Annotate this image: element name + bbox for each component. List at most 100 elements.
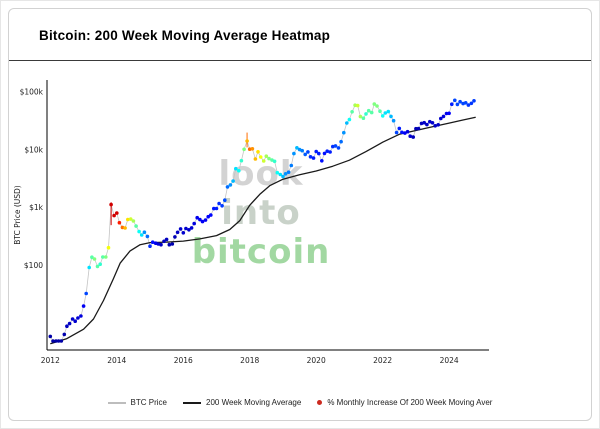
price-dot <box>386 109 391 114</box>
x-tick-label: 2022 <box>373 356 392 365</box>
price-dot <box>325 149 330 153</box>
price-dot <box>200 219 205 224</box>
price-dot <box>253 157 258 161</box>
price-dot <box>383 111 388 115</box>
price-dot <box>209 213 213 217</box>
chart-header: Bitcoin: 200 Week Moving Average Heatmap <box>9 9 591 61</box>
price-dot <box>394 130 399 135</box>
price-dot <box>189 226 194 230</box>
price-dot <box>320 159 324 163</box>
legend-label-200wma: 200 Week Moving Average <box>206 398 302 407</box>
price-dot <box>314 149 319 154</box>
price-dot <box>184 226 188 231</box>
price-dot <box>225 185 230 189</box>
price-dot <box>350 110 354 114</box>
price-dot <box>303 152 308 157</box>
price-dot <box>239 158 244 163</box>
price-dot <box>447 111 451 116</box>
price-dot <box>70 317 75 321</box>
price-dot <box>425 122 429 127</box>
price-dot <box>441 114 446 119</box>
price-dot <box>450 102 454 106</box>
price-dot <box>336 146 341 150</box>
price-dot <box>117 220 122 225</box>
chart-card: Bitcoin: 200 Week Moving Average Heatmap… <box>8 8 592 421</box>
price-dot <box>67 321 72 326</box>
price-dot <box>372 102 377 106</box>
price-dot <box>148 244 152 248</box>
y-tick-label: $1k <box>29 203 44 212</box>
price-dot <box>79 314 83 318</box>
price-dot <box>76 316 80 320</box>
svg-text:look: look <box>219 154 304 194</box>
price-dot <box>286 170 291 174</box>
price-dot <box>469 101 474 106</box>
price-dot <box>162 239 166 244</box>
price-dot <box>106 245 111 250</box>
price-dot <box>358 114 363 119</box>
price-dot <box>187 228 191 232</box>
price-dot <box>375 104 379 108</box>
price-dot <box>159 242 163 247</box>
price-dot <box>90 255 94 259</box>
price-dot <box>212 206 216 211</box>
axes: $100k $10k $1k $100 2012 2014 2016 2018 2020 2022… <box>13 80 489 365</box>
x-tick-label: 2014 <box>107 356 126 365</box>
price-dot <box>403 131 407 135</box>
price-dot <box>444 111 449 116</box>
x-tick-label: 2020 <box>307 356 326 365</box>
price-dot <box>295 146 299 150</box>
price-dot <box>416 126 421 131</box>
price-dot <box>206 214 210 219</box>
price-dot <box>59 339 64 343</box>
price-dot <box>198 217 202 222</box>
legend-label-btc-price: BTC Price <box>130 398 167 407</box>
y-axis-title: BTC Price (USD) <box>13 185 22 245</box>
price-dot <box>378 109 382 113</box>
price-dot <box>48 334 53 339</box>
price-dot <box>275 170 280 175</box>
price-dot <box>422 120 427 125</box>
price-dot <box>342 130 346 135</box>
price-dot <box>436 123 441 127</box>
price-dot <box>300 148 305 153</box>
price-dot <box>104 255 108 259</box>
x-tick-label: 2012 <box>41 356 60 365</box>
price-dot <box>173 235 177 239</box>
price-dot <box>261 159 266 163</box>
wma-line-swatch <box>183 401 201 404</box>
x-tick-label: 2016 <box>174 356 193 365</box>
price-dot <box>258 155 263 159</box>
price-dot <box>167 242 172 247</box>
price-dot <box>237 168 241 173</box>
price-dot <box>458 99 462 104</box>
price-dot <box>331 144 335 149</box>
price-dot <box>369 110 374 115</box>
price-dot <box>123 226 127 230</box>
price-dot <box>51 339 55 343</box>
legend-label-pct-increase: % Monthly Increase Of 200 Week Moving Av… <box>327 398 493 407</box>
price-dot <box>150 240 155 244</box>
price-dot <box>414 126 418 131</box>
price-dot <box>234 166 238 171</box>
price-dot <box>56 339 61 343</box>
price-dot <box>126 217 130 222</box>
price-dot <box>92 257 97 261</box>
price-dot <box>466 103 471 107</box>
price-dot <box>272 159 277 164</box>
price-dot <box>292 151 296 156</box>
price-dot <box>411 135 416 139</box>
price-dot <box>145 234 150 239</box>
price-dot <box>120 225 125 230</box>
price-dot <box>98 262 102 266</box>
price-dot <box>453 98 457 103</box>
wma-line <box>50 116 476 345</box>
btc-price-line-swatch <box>107 401 126 404</box>
price-dot <box>220 204 224 208</box>
price-dot <box>142 230 147 234</box>
legend-item-pct-increase: % Monthly Increase Of 200 Week Moving Av… <box>317 398 492 407</box>
price-dot <box>322 151 327 156</box>
price-dot <box>405 129 410 134</box>
